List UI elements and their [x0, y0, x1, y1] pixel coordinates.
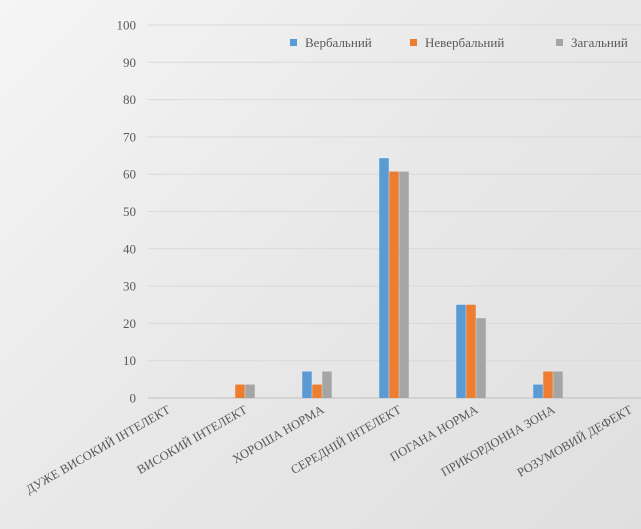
legend-label: Вербальний: [305, 35, 372, 50]
y-tick-label: 90: [123, 55, 136, 70]
bar-Невербальний: [543, 371, 553, 398]
y-tick-label: 30: [123, 279, 136, 294]
legend: Вербальний Невербальний Загальний: [290, 35, 628, 50]
bar-Загальний: [553, 371, 563, 398]
bar-Вербальний: [456, 304, 466, 398]
y-axis-tick-labels: 0 10 20 30 40 50 60 70 80 90 100: [117, 18, 137, 406]
bar-Невербальний: [389, 171, 399, 398]
y-tick-label: 50: [123, 204, 136, 219]
y-tick-label: 70: [123, 129, 136, 144]
bar-Невербальний: [312, 384, 322, 398]
legend-swatch: [556, 39, 563, 46]
bar-Вербальний: [379, 158, 389, 398]
bar-Невербальний: [235, 384, 245, 398]
y-tick-label: 10: [123, 353, 136, 368]
y-tick-label: 40: [123, 241, 136, 256]
bar-Вербальний: [302, 371, 312, 398]
y-tick-label: 20: [123, 316, 136, 331]
bars: [235, 158, 563, 398]
legend-swatch: [290, 39, 297, 46]
legend-label: Загальний: [571, 35, 628, 50]
legend-swatch: [410, 39, 417, 46]
y-tick-label: 0: [130, 391, 137, 406]
bar-Невербальний: [466, 304, 476, 398]
y-tick-label: 100: [117, 18, 137, 33]
y-tick-label: 80: [123, 92, 136, 107]
bar-Загальний: [322, 371, 332, 398]
bar-Загальний: [476, 318, 486, 398]
bar-Вербальний: [533, 384, 543, 398]
legend-label: Невербальний: [425, 35, 504, 50]
bar-Загальний: [399, 171, 409, 398]
x-tick-label: ДУЖЕ ВИСОКИЙ ІНТЕЛЕКТ: [23, 402, 172, 496]
bar-Загальний: [245, 384, 255, 398]
y-tick-label: 60: [123, 167, 136, 182]
